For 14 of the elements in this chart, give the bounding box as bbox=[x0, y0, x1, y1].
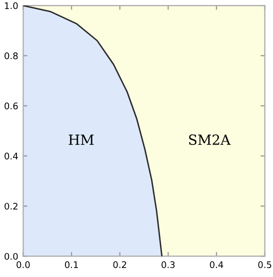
annotation: SM2A bbox=[189, 134, 231, 145]
x-tick-label: 0.4 bbox=[210, 261, 224, 268]
x-tick-label: 0.3 bbox=[162, 261, 175, 268]
y-tick-label: 1.0 bbox=[4, 2, 18, 10]
x-tick-label: 0.0 bbox=[16, 261, 30, 268]
y-tick-label: 0.6 bbox=[4, 102, 18, 110]
y-tick-label: 0.2 bbox=[4, 202, 18, 210]
x-tick-label: 0.5 bbox=[258, 261, 272, 268]
x-tick-label: 0.2 bbox=[113, 261, 126, 268]
annotation: HM bbox=[68, 134, 94, 145]
y-tick-label: 0.8 bbox=[4, 52, 18, 60]
x-tick-label: 0.1 bbox=[64, 261, 78, 268]
y-tick-label: 0.4 bbox=[4, 152, 18, 160]
y-tick-label: 0.0 bbox=[4, 252, 18, 260]
